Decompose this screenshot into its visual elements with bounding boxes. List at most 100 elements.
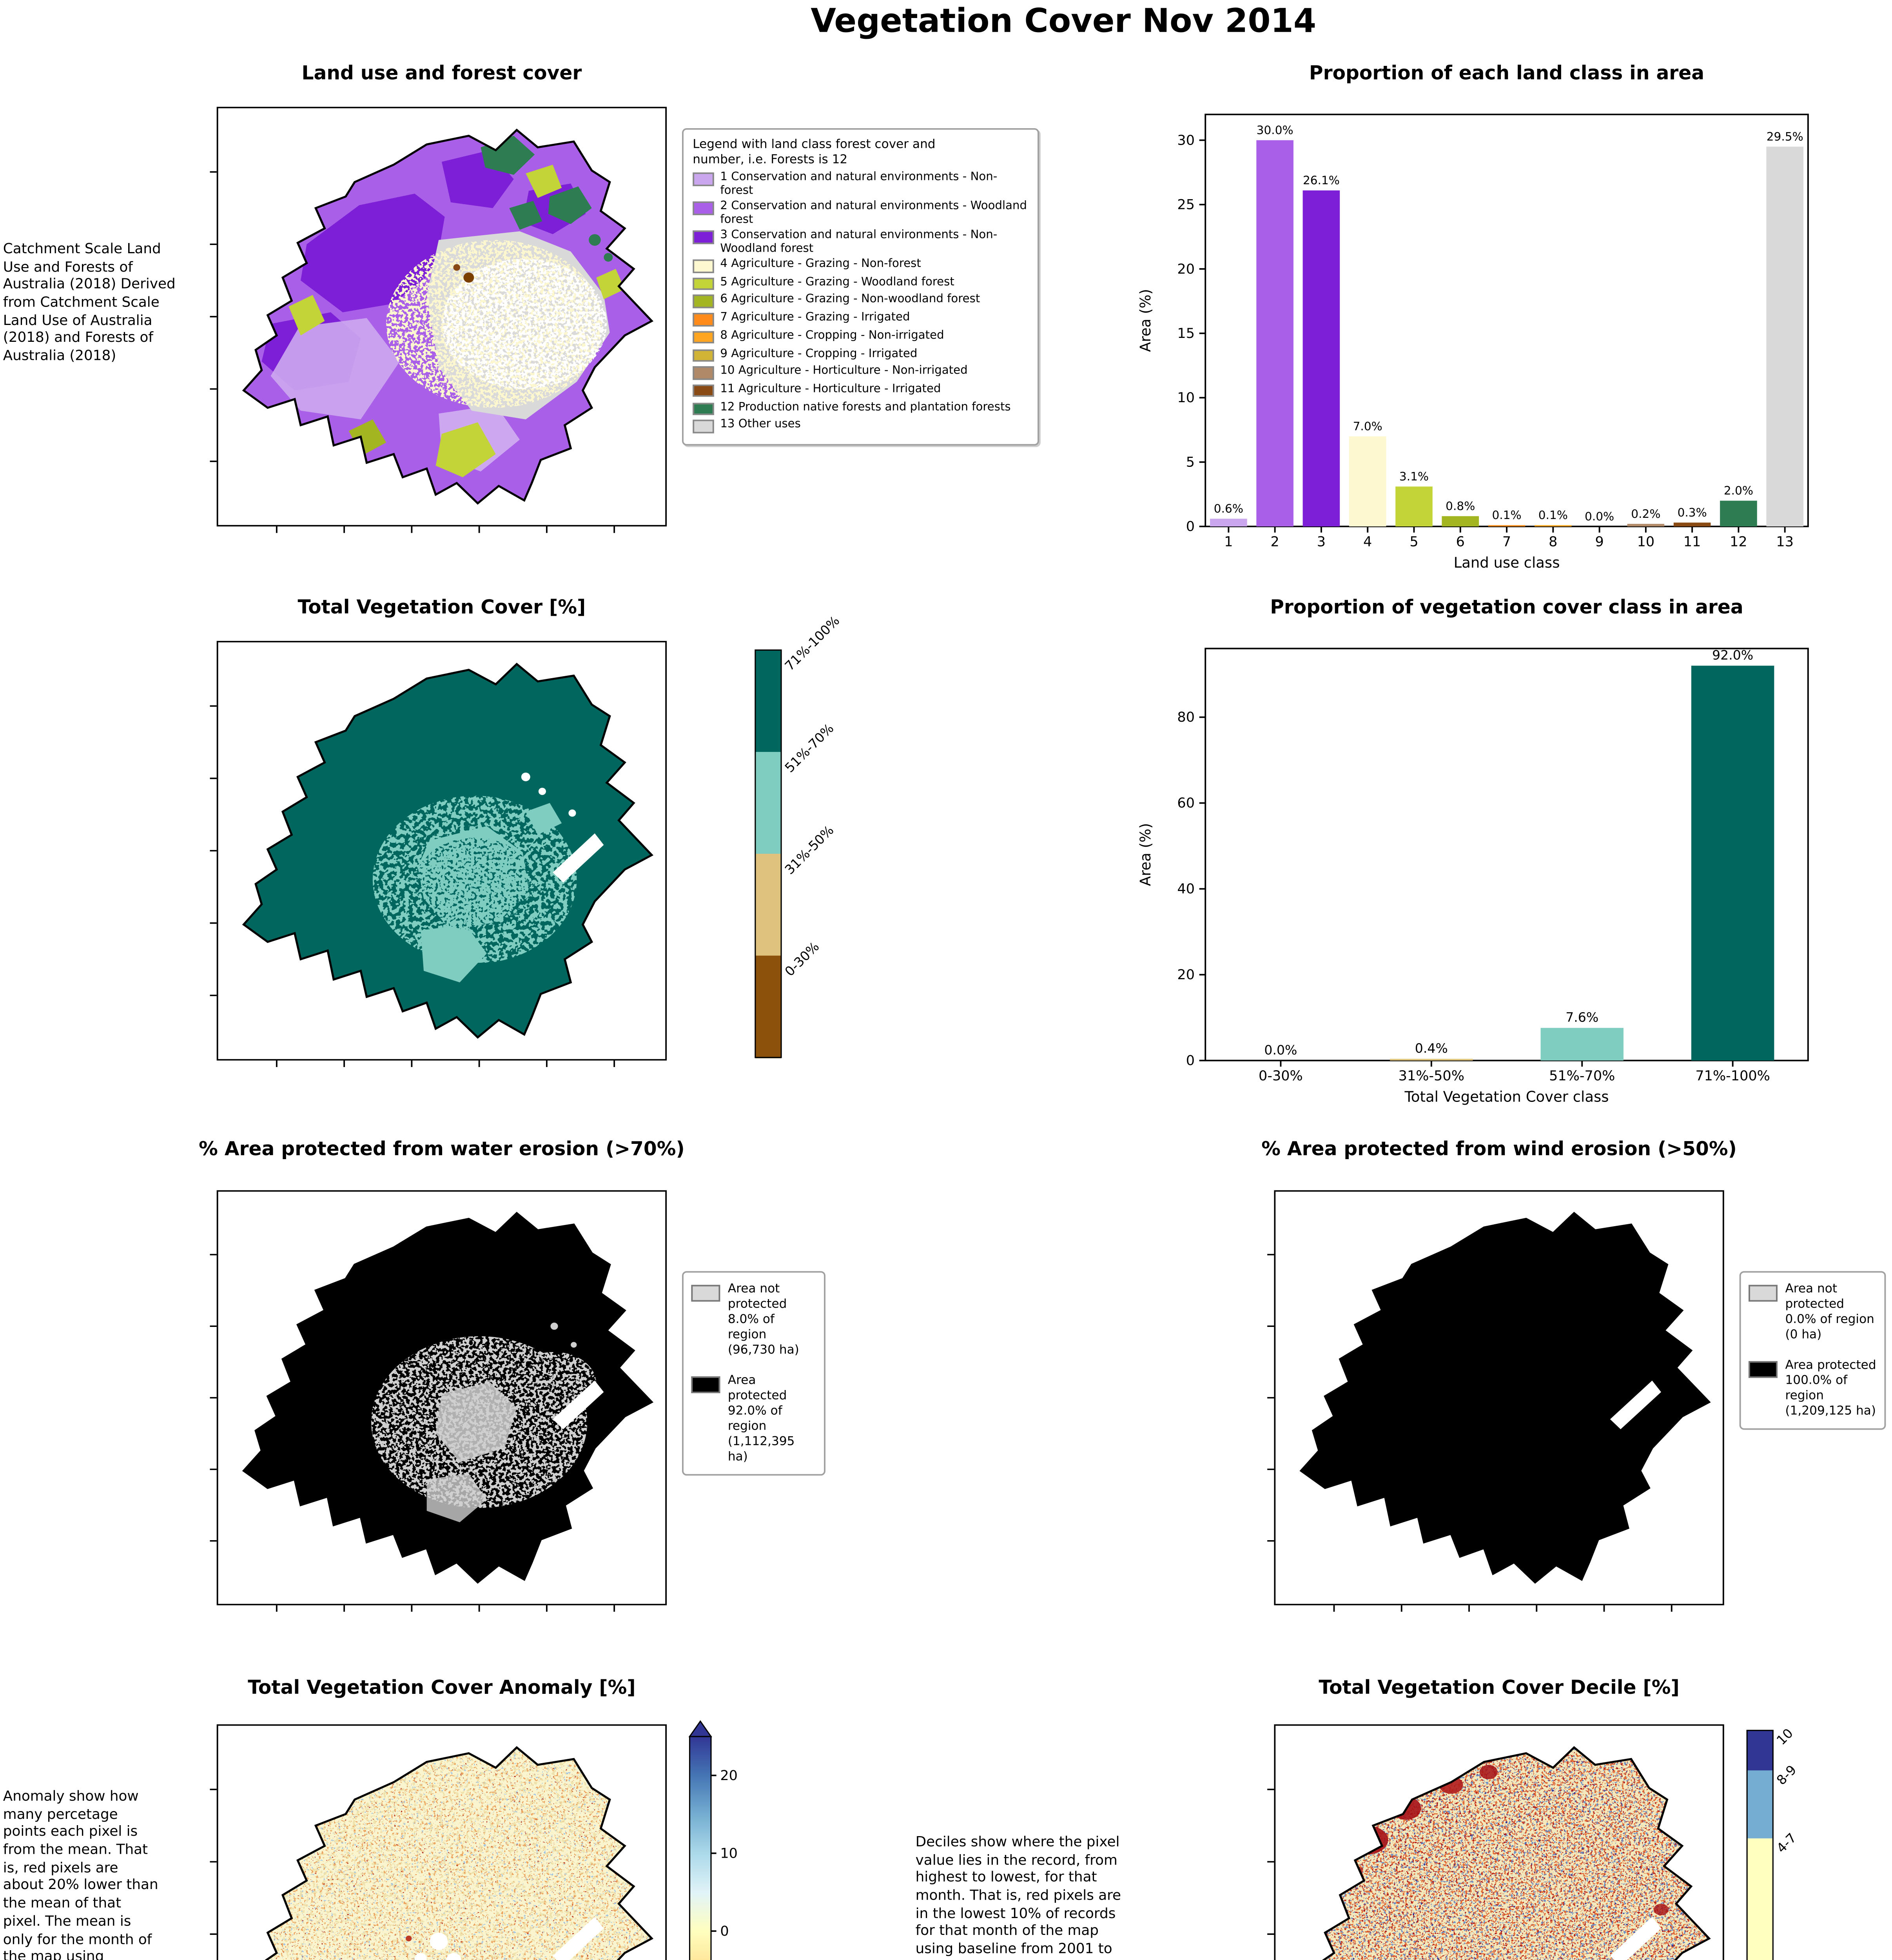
legend-swatch bbox=[693, 230, 714, 244]
bar bbox=[1720, 501, 1757, 526]
legend-swatch bbox=[693, 260, 714, 273]
y-tick-label: 0 bbox=[1186, 519, 1195, 535]
legend-item: 9 Agriculture - Cropping - Irrigated bbox=[693, 346, 1028, 362]
decile-map-title: Total Vegetation Cover Decile [%] bbox=[1319, 1675, 1680, 1699]
landuse-legend-title: Legend with land class forest cover and … bbox=[693, 137, 936, 166]
bar-value-label: 0.3% bbox=[1678, 506, 1707, 519]
y-axis-label: Area (%) bbox=[1137, 289, 1154, 352]
legend-item: 13 Other uses bbox=[693, 417, 1028, 433]
y-tick-label: 20 bbox=[1177, 967, 1195, 983]
bar bbox=[1673, 523, 1711, 526]
legend-swatch bbox=[693, 384, 714, 397]
y-tick-label: 60 bbox=[1177, 795, 1195, 811]
landclass-chart-title: Proportion of each land class in area bbox=[1309, 61, 1705, 84]
axes-frame bbox=[1204, 114, 1809, 527]
decile-colorbar: 108-94-72-31 bbox=[1746, 1726, 1799, 1960]
colorbar-segment bbox=[1747, 1730, 1773, 1771]
colorbar-segment bbox=[755, 752, 782, 855]
y-tick-label: 20 bbox=[1177, 261, 1195, 277]
bar bbox=[1256, 140, 1293, 526]
legend-label: 5 Agriculture - Grazing - Woodland fores… bbox=[720, 274, 954, 288]
landuse-source-note: Catchment Scale Land Use and Forests of … bbox=[3, 241, 176, 365]
x-tick-label: 3 bbox=[1317, 534, 1326, 550]
bar bbox=[1691, 666, 1774, 1061]
landuse-legend: Legend with land class forest cover and … bbox=[682, 128, 1039, 446]
bar-value-label: 2.0% bbox=[1724, 484, 1753, 497]
bar-value-label: 92.0% bbox=[1712, 648, 1753, 663]
bar-value-label: 0.0% bbox=[1264, 1042, 1297, 1058]
legend-label: 6 Agriculture - Grazing - Non-woodland f… bbox=[720, 292, 980, 306]
legend-label: 4 Agriculture - Grazing - Non-forest bbox=[720, 256, 921, 270]
colorbar-label: 10 bbox=[1774, 1726, 1796, 1748]
x-tick-label: 71%-100% bbox=[1695, 1068, 1770, 1084]
y-tick-label: 15 bbox=[1177, 325, 1195, 341]
legend-label: Area not protected 0.0% of region (0 ha) bbox=[1785, 1281, 1874, 1341]
x-tick-label: 9 bbox=[1595, 534, 1604, 550]
legend-swatch bbox=[693, 201, 714, 215]
legend-label: Area protected 92.0% of region (1,112,39… bbox=[727, 1373, 795, 1464]
colorbar-gradient bbox=[689, 1736, 712, 1960]
legend-swatch bbox=[693, 420, 714, 433]
legend-swatch bbox=[693, 402, 714, 416]
legend-item: 8 Agriculture - Cropping - Non-irrigated bbox=[693, 328, 1028, 344]
x-tick-label: 4 bbox=[1363, 534, 1372, 550]
anomaly-map-patches bbox=[243, 1747, 652, 1960]
x-tick-label: 5 bbox=[1409, 534, 1418, 550]
bar bbox=[1442, 516, 1479, 526]
legend-label: 13 Other uses bbox=[720, 417, 801, 431]
legend-swatch bbox=[693, 348, 714, 362]
legend-swatch bbox=[691, 1376, 720, 1394]
colorbar-segment bbox=[755, 853, 782, 956]
legend-label: 10 Agriculture - Horticulture - Non-irri… bbox=[720, 363, 968, 377]
bar-value-label: 0.0% bbox=[1585, 510, 1614, 523]
wind-erosion-map bbox=[1267, 1190, 1724, 1612]
bar-value-label: 0.4% bbox=[1415, 1040, 1448, 1056]
legend-swatch bbox=[693, 331, 714, 344]
bar bbox=[1535, 525, 1572, 526]
colorbar-arrow-up bbox=[688, 1720, 712, 1737]
bar bbox=[1540, 1028, 1624, 1061]
legend-swatch bbox=[1749, 1361, 1778, 1378]
bar-value-label: 3.1% bbox=[1399, 470, 1429, 483]
anomaly-map bbox=[210, 1724, 667, 1960]
legend-label: Area not protected 8.0% of region (96,73… bbox=[727, 1281, 799, 1357]
x-axis-label: Total Vegetation Cover class bbox=[1404, 1089, 1609, 1105]
bar-value-label: 0.6% bbox=[1214, 502, 1243, 515]
landuse-map-patches bbox=[261, 136, 625, 477]
landuse-map bbox=[210, 107, 667, 533]
x-tick-label: 1 bbox=[1224, 534, 1233, 550]
vegcover-map-patches bbox=[372, 772, 604, 983]
legend-swatch bbox=[693, 277, 714, 290]
legend-item: Area protected 100.0% of region (1,209,1… bbox=[1749, 1358, 1877, 1419]
bar-value-label: 30.0% bbox=[1257, 123, 1293, 137]
bar bbox=[1302, 190, 1340, 526]
x-tick-label: 12 bbox=[1730, 534, 1747, 550]
landclass-bar-chart: 0510152025300.6%130.0%226.1%37.0%43.1%50… bbox=[1137, 114, 1809, 571]
y-tick-label: 30 bbox=[1177, 132, 1195, 148]
bar-value-label: 29.5% bbox=[1767, 130, 1803, 143]
colorbar-segment bbox=[755, 955, 782, 1058]
x-tick-label: 11 bbox=[1683, 534, 1701, 550]
legend-swatch bbox=[693, 367, 714, 380]
water-erosion-map-patches bbox=[371, 1323, 604, 1523]
water-map-title: % Area protected from water erosion (>70… bbox=[199, 1137, 685, 1160]
anomaly-map-title: Total Vegetation Cover Anomaly [%] bbox=[248, 1675, 636, 1699]
x-tick-label: 51%-70% bbox=[1549, 1068, 1615, 1084]
legend-label: 12 Production native forests and plantat… bbox=[720, 399, 1011, 413]
legend-item: Area not protected 8.0% of region (96,73… bbox=[691, 1282, 816, 1358]
wind-erosion-legend: Area not protected 0.0% of region (0 ha)… bbox=[1739, 1271, 1886, 1430]
colorbar-tick-label: 0 bbox=[720, 1923, 729, 1939]
decile-map bbox=[1267, 1724, 1724, 1960]
y-axis-label: Area (%) bbox=[1137, 823, 1154, 886]
legend-label: 2 Conservation and natural environments … bbox=[720, 198, 1027, 225]
y-tick-label: 0 bbox=[1186, 1053, 1195, 1069]
legend-label: 7 Agriculture - Grazing - Irrigated bbox=[720, 310, 910, 324]
vegclass-bar-chart: 0 20 40 60 80 0.0% 0-30% 0.4% 31%-50% 7.6% 51%-70%… bbox=[1137, 648, 1809, 1105]
legend-swatch bbox=[693, 295, 714, 309]
vegcover-map bbox=[210, 641, 667, 1067]
bar-value-label: 0.8% bbox=[1446, 499, 1475, 513]
y-tick-label: 80 bbox=[1177, 709, 1195, 725]
colorbar-segment bbox=[1747, 1838, 1773, 1960]
water-erosion-legend: Area not protected 8.0% of region (96,73… bbox=[682, 1271, 825, 1476]
